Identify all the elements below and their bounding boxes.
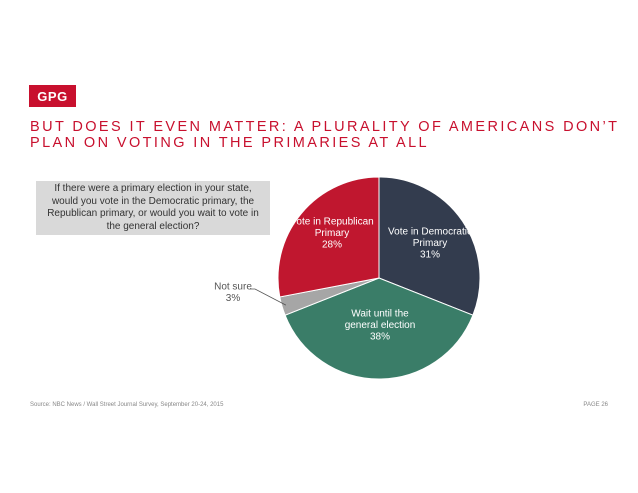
- slice-label-republican: Vote in Republican Primary 28%: [290, 217, 373, 251]
- slice-name-general-election: general election: [345, 320, 416, 331]
- headline-line-1: BUT DOES IT EVEN MATTER: A PLURALITY OF …: [30, 119, 620, 135]
- pie-slice-democratic: [378, 176, 481, 316]
- slice-percent-republican: 28%: [322, 240, 342, 251]
- slice-name-general-election: Wait until the: [351, 309, 409, 320]
- slice-percent-general-election: 38%: [370, 332, 390, 343]
- headline-line-2: PLAN ON VOTING IN THE PRIMARIES AT ALL: [30, 135, 430, 151]
- slice-name-democratic: Vote in Democratic: [388, 227, 472, 238]
- survey-question-box: If there were a primary election in your…: [36, 181, 270, 235]
- slice-label-general-election: Wait until the general election 38%: [345, 309, 416, 343]
- slide-headline: BUT DOES IT EVEN MATTER: A PLURALITY OF …: [30, 119, 620, 151]
- slice-name-not-sure: Not sure: [214, 281, 252, 292]
- slice-name-democratic: Primary: [413, 238, 447, 249]
- leader-line-not-sure: [250, 288, 287, 306]
- slice-label-not-sure: Not sure 3%: [214, 281, 252, 304]
- slice-percent-not-sure: 3%: [226, 293, 241, 304]
- slice-percent-democratic: 31%: [420, 250, 440, 261]
- page-number: PAGE 26: [583, 402, 608, 408]
- slice-name-republican: Primary: [315, 228, 349, 239]
- pie-slice-republican: [277, 176, 380, 298]
- source-note: Source: NBC News / Wall Street Journal S…: [30, 402, 224, 408]
- gpg-logo: GPG: [29, 85, 76, 107]
- pie-slice-general-election: [284, 277, 474, 380]
- slice-label-democratic: Vote in Democratic Primary 31%: [388, 227, 472, 261]
- slice-name-republican: Vote in Republican: [290, 217, 373, 228]
